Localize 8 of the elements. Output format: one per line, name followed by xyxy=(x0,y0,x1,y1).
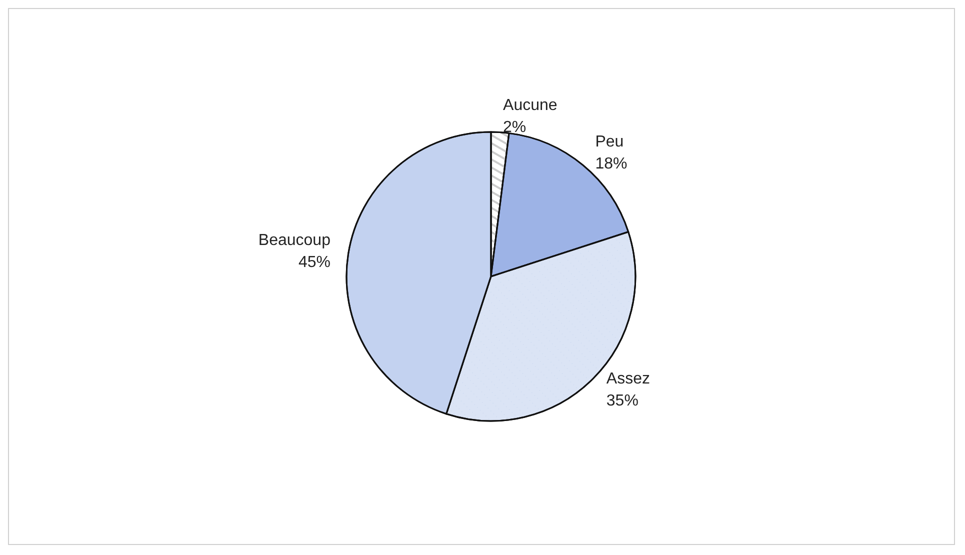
slice-label: Beaucoup xyxy=(258,232,331,249)
data-label: 35% xyxy=(606,392,638,410)
data-label: 45% xyxy=(298,254,330,271)
slice-label: Aucune xyxy=(503,96,558,114)
slice-label: Peu xyxy=(595,133,624,150)
slice-label: Assez xyxy=(606,370,650,388)
data-label: 2% xyxy=(503,118,526,136)
data-label: 18% xyxy=(595,155,628,172)
